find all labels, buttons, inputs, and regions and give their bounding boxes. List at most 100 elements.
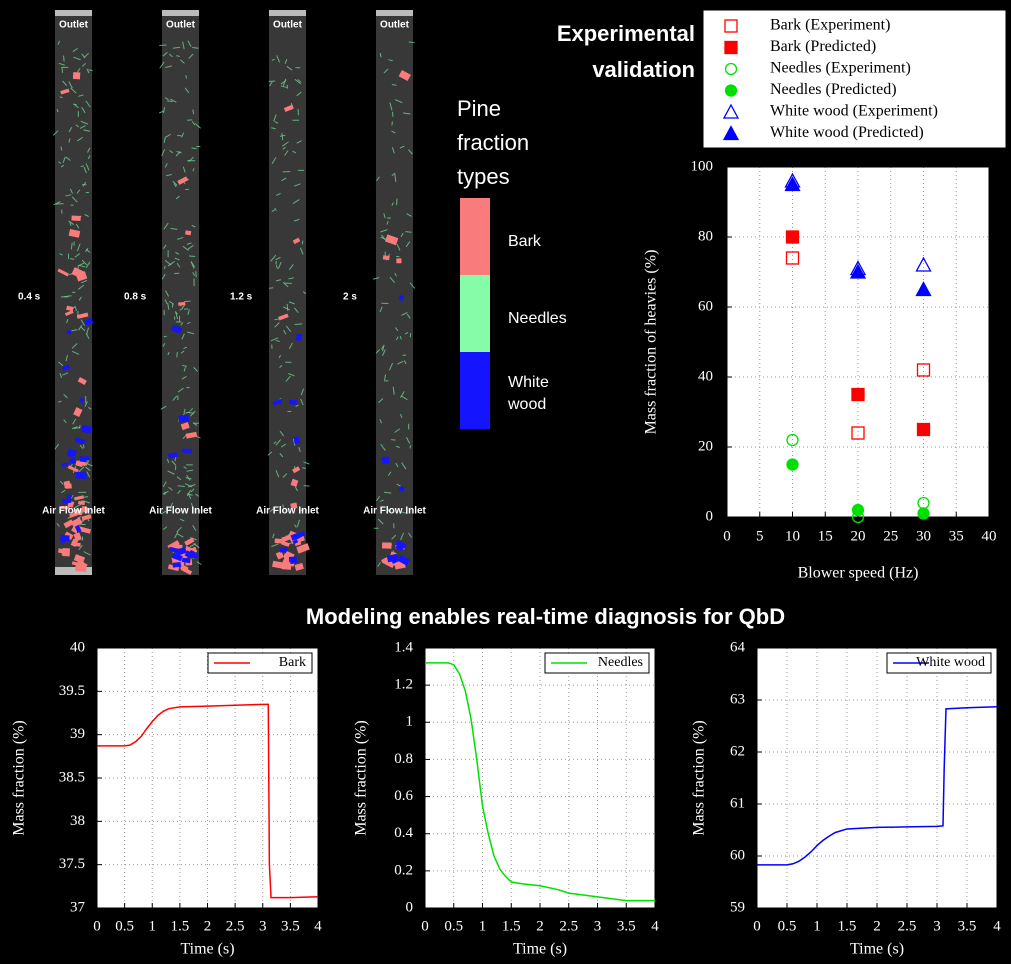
plot-frame xyxy=(96,647,319,909)
particle xyxy=(383,68,389,74)
legend-swatch xyxy=(460,352,490,429)
y-tick-label: 0 xyxy=(706,508,714,524)
particle xyxy=(278,354,282,359)
particle xyxy=(294,323,303,326)
particle xyxy=(54,443,60,450)
particle xyxy=(409,445,412,449)
particle xyxy=(272,560,285,569)
particle xyxy=(73,503,82,509)
particle xyxy=(406,313,411,319)
particle xyxy=(66,494,73,499)
particle xyxy=(86,68,90,74)
particle xyxy=(70,494,74,499)
column xyxy=(269,10,306,575)
particle xyxy=(193,366,199,372)
legend-marker xyxy=(722,125,740,141)
particle xyxy=(182,245,189,251)
y-tick-label: 100 xyxy=(691,158,714,174)
x-tick-label: 3.5 xyxy=(281,918,300,934)
particle xyxy=(175,195,180,200)
particle xyxy=(187,411,194,414)
y-axis-label: Mass fraction (%) xyxy=(11,720,28,836)
particle xyxy=(382,558,395,568)
particle xyxy=(298,446,301,452)
particle xyxy=(77,376,87,385)
particle xyxy=(282,306,290,311)
particle xyxy=(396,561,403,566)
plot-frame xyxy=(756,647,998,909)
y-tick-label: 1.4 xyxy=(394,639,413,655)
particle xyxy=(165,65,172,69)
particle xyxy=(401,462,407,470)
particle xyxy=(292,237,301,245)
inlet-label: Air Flow Inlet xyxy=(256,506,319,517)
particle xyxy=(389,276,395,284)
particle xyxy=(81,424,92,434)
particle xyxy=(88,406,92,410)
particle xyxy=(63,419,67,424)
particle xyxy=(172,561,182,568)
particle xyxy=(76,312,89,319)
x-tick-label: 0.5 xyxy=(778,918,797,934)
x-tick-label: 40 xyxy=(982,528,997,544)
particle xyxy=(271,209,275,213)
particle xyxy=(295,531,306,540)
column-cap xyxy=(55,567,92,575)
line xyxy=(97,703,319,899)
line xyxy=(425,662,655,902)
particle xyxy=(400,232,404,238)
particle xyxy=(397,554,411,566)
particle xyxy=(182,448,192,453)
y-tick-label: 38.5 xyxy=(59,769,85,785)
particle xyxy=(275,265,278,269)
x-tick-label: 35 xyxy=(949,528,964,544)
particle xyxy=(74,253,81,258)
particle xyxy=(168,546,179,553)
particle xyxy=(56,523,60,527)
particle xyxy=(177,489,181,494)
particle xyxy=(75,124,79,128)
particle xyxy=(87,155,91,160)
particle xyxy=(275,551,284,560)
particle xyxy=(395,540,407,549)
particle xyxy=(176,262,181,268)
particle xyxy=(162,481,167,488)
particle xyxy=(69,511,80,518)
particle xyxy=(178,414,189,423)
particle xyxy=(75,471,87,479)
particle xyxy=(74,495,85,501)
particle xyxy=(282,146,286,150)
particle xyxy=(71,215,81,222)
outlet-label: Outlet xyxy=(166,20,196,31)
y-tick-label: 60 xyxy=(730,847,745,863)
particle xyxy=(283,104,294,112)
y-tick-label: 0 xyxy=(406,899,414,915)
particle xyxy=(182,434,187,440)
x-tick-label: 3 xyxy=(933,918,941,934)
particle xyxy=(67,516,71,520)
particle xyxy=(58,62,65,66)
particle xyxy=(177,387,184,393)
legend-marker xyxy=(724,40,738,55)
particle xyxy=(293,218,300,222)
particle xyxy=(187,309,190,315)
particle xyxy=(57,268,70,277)
plot-frame xyxy=(424,647,656,909)
particle xyxy=(173,183,177,188)
particle xyxy=(386,507,391,513)
particle xyxy=(60,534,70,542)
particle xyxy=(78,425,81,429)
particle xyxy=(77,500,85,506)
particle xyxy=(169,502,174,511)
particle xyxy=(192,109,195,115)
particle xyxy=(79,125,86,129)
particle xyxy=(61,489,66,494)
particle xyxy=(302,467,306,469)
legend-swatch xyxy=(460,275,490,352)
particle xyxy=(72,72,81,80)
particle xyxy=(180,564,189,572)
particle xyxy=(396,258,402,264)
particle xyxy=(65,355,68,362)
particle xyxy=(70,242,73,250)
y-tick-label: 0.8 xyxy=(394,751,413,767)
